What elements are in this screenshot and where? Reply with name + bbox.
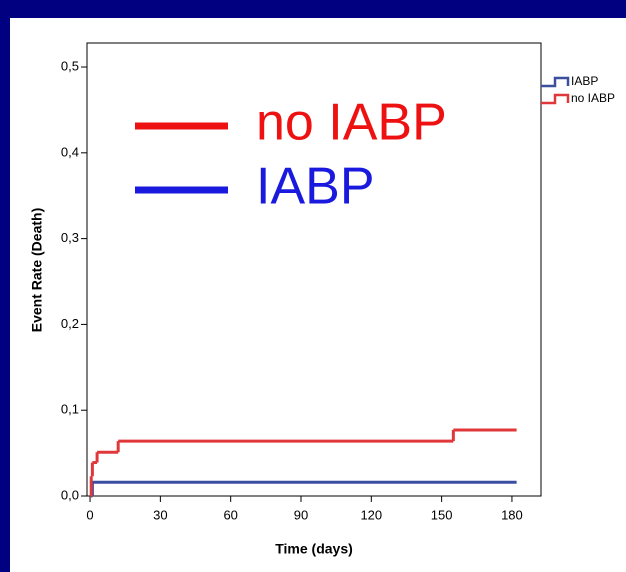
x-tick-label: 120 xyxy=(360,507,382,522)
x-tick-label: 60 xyxy=(223,507,237,522)
y-tick-label: 0,4 xyxy=(61,144,79,159)
annotation-text: IABP xyxy=(256,158,375,216)
x-tick-label: 180 xyxy=(501,507,523,522)
plot-box xyxy=(86,42,542,497)
annotation-text: no IABP xyxy=(256,94,447,152)
y-axis-label: Event Rate (Death) xyxy=(29,208,45,332)
legend-label: no IABP xyxy=(571,91,615,105)
y-tick-label: 0,3 xyxy=(61,230,79,245)
x-tick-label: 90 xyxy=(294,507,308,522)
legend-swatch xyxy=(541,93,570,105)
y-tick-label: 0,0 xyxy=(61,487,79,502)
x-tick-label: 150 xyxy=(431,507,453,522)
legend-swatch xyxy=(541,76,570,88)
x-axis-label: Time (days) xyxy=(275,541,353,557)
x-tick-label: 30 xyxy=(153,507,167,522)
x-tick-label: 0 xyxy=(86,507,93,522)
legend-label: IABP xyxy=(571,74,598,88)
y-tick-label: 0,5 xyxy=(61,58,79,73)
y-tick-label: 0,2 xyxy=(61,316,79,331)
y-tick-label: 0,1 xyxy=(61,402,79,417)
